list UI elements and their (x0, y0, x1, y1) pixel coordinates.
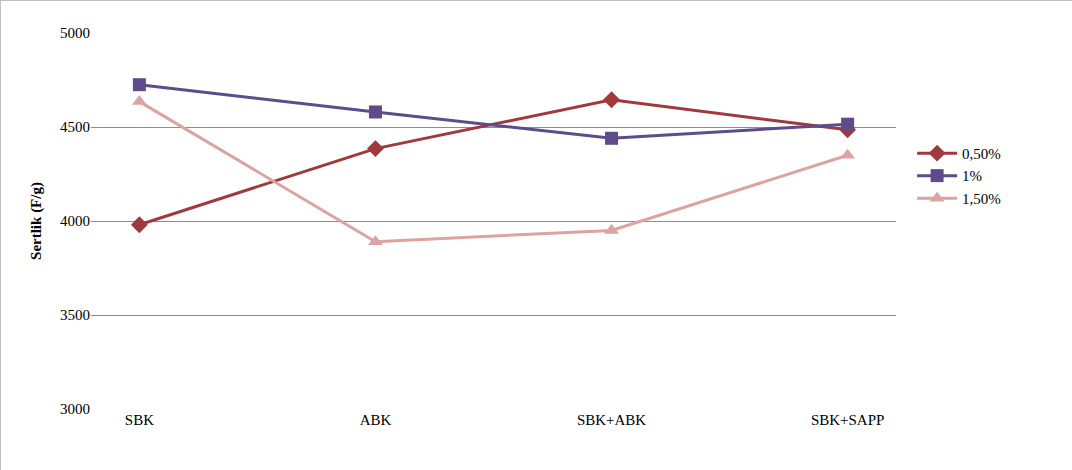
svg-text:3000: 3000 (60, 401, 90, 417)
svg-text:0,50%: 0,50% (962, 146, 1001, 162)
svg-text:1%: 1% (962, 168, 982, 184)
svg-text:3500: 3500 (60, 307, 90, 323)
svg-text:5000: 5000 (60, 25, 90, 41)
svg-text:SBK: SBK (125, 412, 154, 428)
svg-text:1,50%: 1,50% (962, 191, 1001, 207)
svg-text:SBK+ABK: SBK+ABK (577, 412, 646, 428)
svg-text:SBK+SAPP: SBK+SAPP (811, 412, 885, 428)
svg-text:4500: 4500 (60, 119, 90, 135)
svg-text:4000: 4000 (60, 213, 90, 229)
svg-text:Sertlik (F/g): Sertlik (F/g) (28, 182, 45, 260)
svg-text:ABK: ABK (360, 412, 392, 428)
